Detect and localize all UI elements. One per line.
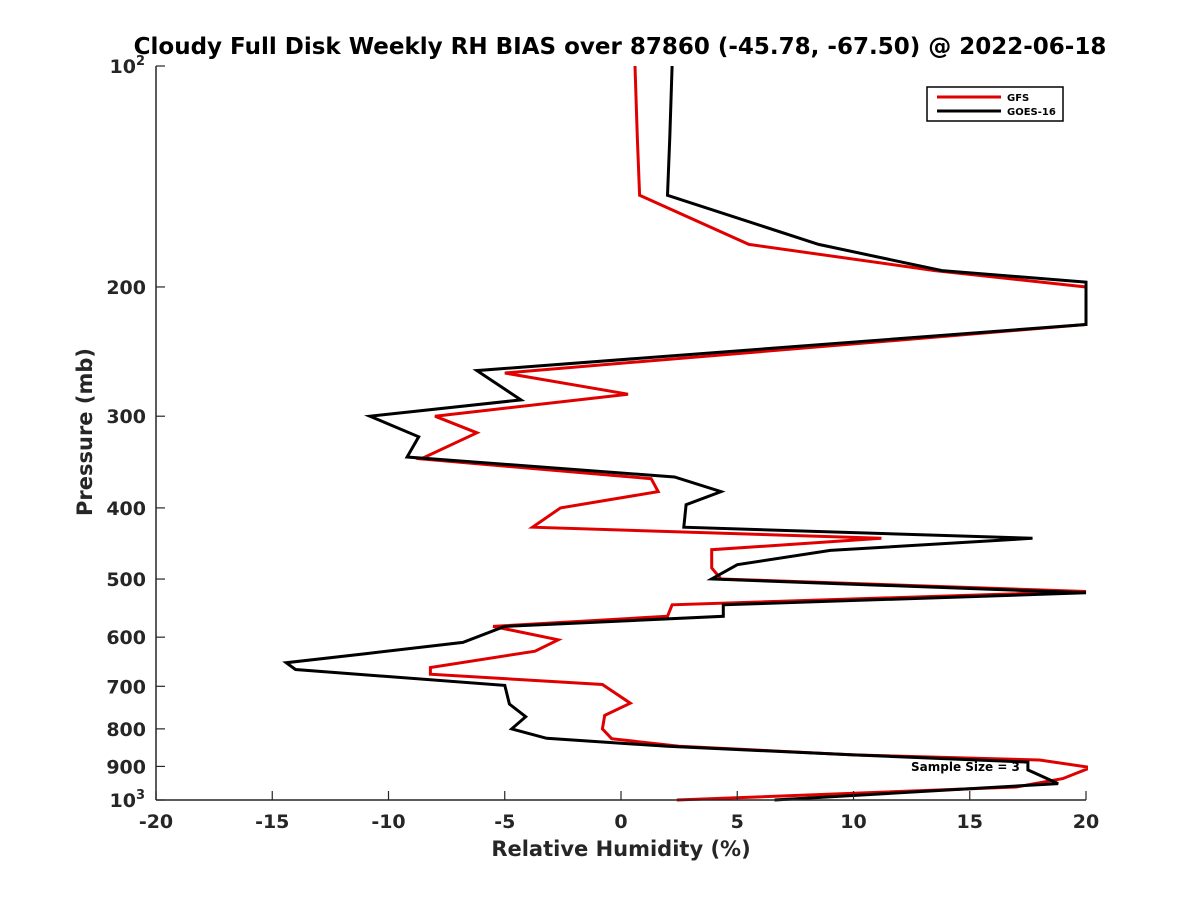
y-tick-label: 400 <box>106 498 146 520</box>
y-tick-exponent: 3 <box>136 788 145 803</box>
y-tick-label: 10 <box>110 790 136 812</box>
y-tick-label: 600 <box>106 627 146 649</box>
x-tick-label: -20 <box>139 811 173 833</box>
x-tick-label: 15 <box>957 811 983 833</box>
y-tick-exponent: 2 <box>136 54 145 69</box>
x-axis-label: Relative Humidity (%) <box>491 837 750 861</box>
x-tick-label: 0 <box>614 811 627 833</box>
y-tick-label: 700 <box>106 676 146 698</box>
legend: GFS GOES-16 <box>926 86 1064 122</box>
y-tick-label: 800 <box>106 719 146 741</box>
x-tick-label: -15 <box>255 811 289 833</box>
x-tick-label: 5 <box>731 811 744 833</box>
y-tick-label: 500 <box>106 569 146 591</box>
series-line-goes-16 <box>282 65 1088 802</box>
sample-size-annotation: Sample Size = 3 <box>911 760 1020 774</box>
plot-area <box>282 65 1088 802</box>
x-tick-label: -5 <box>494 811 515 833</box>
y-tick-label: 300 <box>106 406 146 428</box>
legend-label-goes-16: GOES-16 <box>1007 107 1056 118</box>
legend-label-gfs: GFS <box>1007 93 1029 104</box>
x-tick-label: 20 <box>1073 811 1099 833</box>
chart-title: Cloudy Full Disk Weekly RH BIAS over 878… <box>134 34 1107 60</box>
y-tick-label: 200 <box>106 277 146 299</box>
y-axis-label: Pressure (mb) <box>73 348 97 516</box>
legend-box <box>926 86 1064 122</box>
y-tick-label: 900 <box>106 756 146 778</box>
y-tick-label: 10 <box>110 56 136 78</box>
x-tick-label: 10 <box>840 811 866 833</box>
x-tick-label: -10 <box>371 811 405 833</box>
